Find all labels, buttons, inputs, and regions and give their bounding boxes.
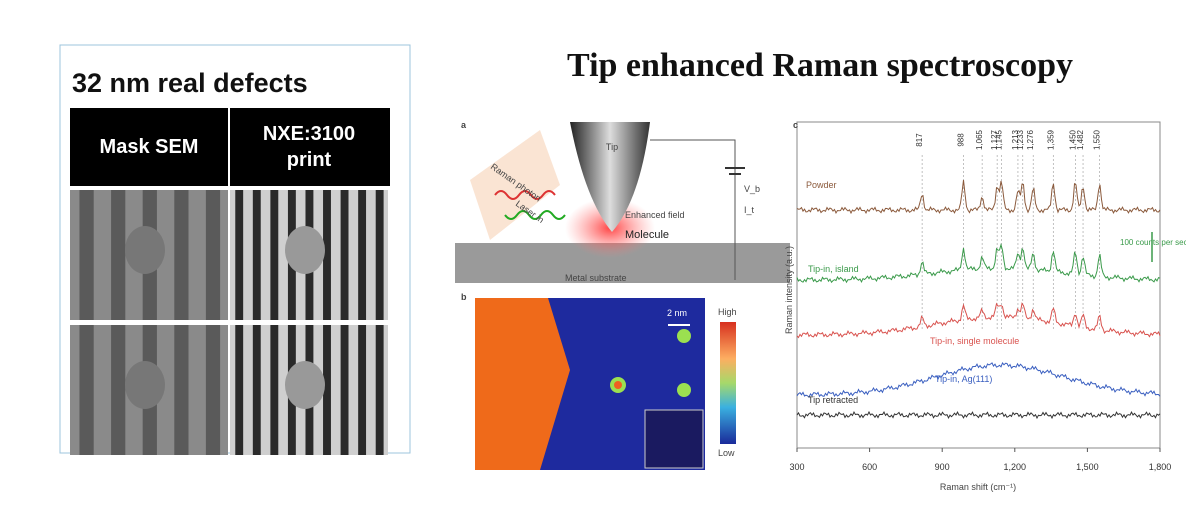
- trace-label: Tip-in, Ag(111): [935, 374, 992, 384]
- sem-line: [79, 190, 93, 320]
- defect: [285, 361, 325, 409]
- scale-label: 100 counts per second: [1120, 238, 1186, 247]
- left-title: 32 nm real defects: [72, 68, 308, 98]
- inset: [645, 410, 703, 468]
- peak-label: 817: [915, 133, 924, 147]
- column-header: Mask SEM: [100, 136, 199, 158]
- label: High: [718, 307, 737, 317]
- sem-line: [376, 190, 384, 320]
- peak-label: 1,482: [1076, 129, 1085, 150]
- x-tick-label: 1,500: [1076, 462, 1099, 472]
- sem-line: [270, 190, 278, 320]
- label: Metal substrate: [565, 273, 627, 283]
- panel-c: [790, 118, 1170, 480]
- peak-label: 1,065: [975, 129, 984, 150]
- sem-line: [358, 325, 366, 455]
- peak-label: 1,145: [994, 129, 1003, 150]
- panel-letter: b: [461, 292, 467, 302]
- sem-line: [206, 325, 220, 455]
- x-tick-label: 300: [789, 462, 804, 472]
- sem-line: [235, 190, 243, 320]
- sem-line: [174, 325, 188, 455]
- y-axis-title: Raman intensity (a.u.): [784, 246, 794, 334]
- right-title: Tip enhanced Raman spectroscopy: [567, 47, 1073, 84]
- sem-line: [358, 190, 366, 320]
- sem-line: [270, 325, 278, 455]
- sem-line: [111, 190, 125, 320]
- x-tick-label: 600: [862, 462, 877, 472]
- trace-label: Tip-in, island: [808, 264, 859, 274]
- molecule-spot: [614, 381, 622, 389]
- defect: [285, 226, 325, 274]
- sem-line: [206, 190, 220, 320]
- label: 2 nm: [667, 308, 687, 318]
- sem-line: [235, 325, 243, 455]
- colorbar: [720, 322, 736, 444]
- peak-label: 1,550: [1093, 129, 1102, 150]
- molecule-spot: [677, 383, 691, 397]
- label: Molecule: [625, 229, 669, 241]
- label: Low: [718, 448, 735, 458]
- peak-label: 1,233: [1016, 129, 1025, 150]
- label: V_b: [744, 184, 760, 194]
- peak-label: 1,359: [1046, 129, 1055, 150]
- sem-line: [253, 325, 261, 455]
- defect: [125, 361, 165, 409]
- sem-line: [376, 325, 384, 455]
- sem-line: [111, 325, 125, 455]
- peak-label: 1,276: [1026, 129, 1035, 150]
- slide: 32 nm real defects Mask SEM Tip enhanced…: [0, 0, 1186, 505]
- x-tick-label: 900: [935, 462, 950, 472]
- label: Tip: [606, 142, 618, 152]
- molecule-spot: [677, 329, 691, 343]
- x-tick-label: 1,200: [1004, 462, 1027, 472]
- sem-line: [79, 325, 93, 455]
- trace-label: Tip retracted: [808, 395, 858, 405]
- trace-label: Tip-in, single molecule: [930, 336, 1019, 346]
- peak-label: 988: [956, 133, 965, 147]
- sem-line: [341, 190, 349, 320]
- panel-letter: c: [793, 120, 798, 130]
- label: Enhanced field: [625, 210, 685, 220]
- sem-line: [253, 190, 261, 320]
- x-tick-label: 1,800: [1149, 462, 1172, 472]
- x-axis-title: Raman shift (cm⁻¹): [940, 482, 1016, 492]
- sem-line: [341, 325, 349, 455]
- label: I_t: [744, 205, 755, 215]
- sem-line: [174, 190, 188, 320]
- trace-label: Powder: [806, 180, 837, 190]
- defect: [125, 226, 165, 274]
